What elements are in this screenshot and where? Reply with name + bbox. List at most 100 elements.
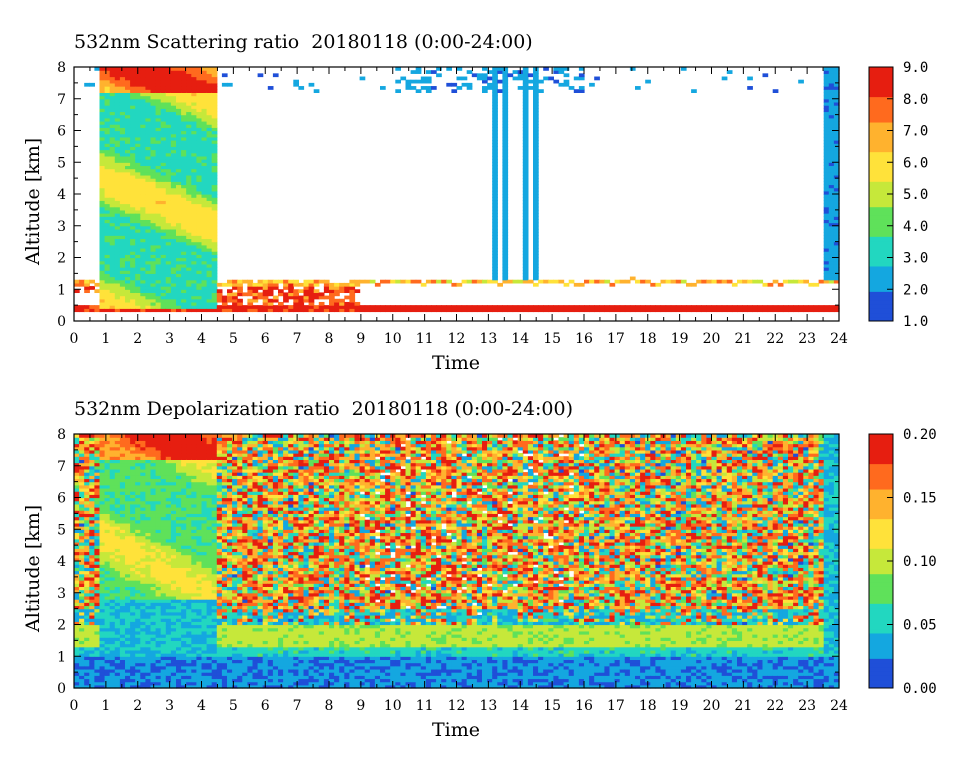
heatmap-cell [527,308,534,313]
heatmap-cell [94,449,101,454]
heatmap-cell [487,76,493,81]
heatmap-cell [232,292,238,297]
heatmap-cell [176,159,182,163]
heatmap-cell [788,279,794,284]
heatmap-cell [155,238,162,243]
heatmap-cell [176,162,182,167]
heatmap-cell [680,67,687,71]
heatmap-cell [201,209,208,214]
heatmap-cell [757,279,764,284]
heatmap-cell [89,532,95,537]
heatmap-cell [823,194,830,198]
heatmap-cell [191,89,197,93]
heatmap-cell [125,434,131,438]
heatmap-cell [160,279,167,284]
heatmap-cell [74,484,80,489]
heatmap-cell [395,308,401,313]
heatmap-cell [140,178,146,182]
heatmap-cell [533,222,539,227]
heatmap-cell [196,209,203,214]
heatmap-cell [109,270,116,274]
heatmap-cell [211,308,218,313]
heatmap-cell [130,446,136,451]
heatmap-cell [334,308,340,313]
heatmap-cell [104,516,111,521]
heatmap-cell [150,209,157,214]
heatmap-cell [553,79,560,84]
heatmap-cell [150,254,157,259]
heatmap-cell [522,241,529,246]
heatmap-cell [390,308,396,313]
heatmap-cell [114,678,121,683]
heatmap-cell [206,235,213,240]
heatmap-cell [823,273,830,278]
heatmap-cell [176,595,182,600]
heatmap-cell [99,656,106,661]
heatmap-cell [130,92,136,97]
colorbar-segment [869,189,893,195]
heatmap-cell [191,678,197,683]
heatmap-cell [390,279,396,284]
heatmap-cell [109,178,116,182]
heatmap-cell [99,267,106,271]
heatmap-cell [145,491,152,495]
heatmap-cell [109,580,116,584]
heatmap-cell [89,573,95,578]
heatmap-cell [114,627,121,632]
heatmap-cell [165,279,172,284]
heatmap-cell [823,159,830,163]
heatmap-cell [150,567,157,572]
heatmap-cell [747,86,753,90]
heatmap-cell [135,222,141,227]
heatmap-cell [558,279,565,284]
heatmap-cell [594,279,600,284]
heatmap-cell [104,456,111,460]
heatmap-cell [313,308,320,313]
heatmap-cell [155,576,162,581]
heatmap-cell [155,614,162,619]
heatmap-cell [145,73,152,78]
heatmap-cell [211,267,218,271]
heatmap-cell [170,298,177,303]
heatmap-cell [114,222,121,227]
heatmap-cell [833,82,840,87]
heatmap-cell [140,446,146,451]
heatmap-cell [165,108,172,113]
heatmap-cell [196,206,203,211]
heatmap-cell [201,168,208,173]
heatmap-cell [79,580,85,584]
heatmap-cell [145,159,152,163]
heatmap-cell [114,187,121,192]
heatmap-cell [211,286,218,290]
heatmap-cell [125,222,131,227]
heatmap-cell [150,646,157,651]
heatmap-cell [130,678,136,683]
heatmap-cell [165,656,172,661]
heatmap-cell [89,541,95,546]
heatmap-cell [170,178,177,182]
heatmap-cell [181,279,187,284]
heatmap-cell [130,101,136,106]
heatmap-cell [99,143,106,147]
heatmap-cell [125,152,131,157]
heatmap-cell [130,168,136,173]
heatmap-cell [298,289,305,294]
heatmap-cell [318,308,325,313]
heatmap-cell [84,443,90,448]
heatmap-cell [155,178,162,182]
heatmap-cell [119,152,126,157]
heatmap-cell [140,678,146,683]
heatmap-cell [74,456,80,460]
heatmap-cell [79,665,85,670]
heatmap-cell [119,159,126,163]
heatmap-cell [191,171,197,176]
heatmap-cell [181,659,187,664]
heatmap-cell [578,282,585,287]
heatmap-cell [170,273,177,278]
heatmap-cell [186,162,192,167]
heatmap-cell [181,152,187,157]
heatmap-cell [170,668,177,673]
x-tick-label: 17 [607,331,625,347]
heatmap-cell [176,190,182,195]
heatmap-cell [140,235,146,240]
